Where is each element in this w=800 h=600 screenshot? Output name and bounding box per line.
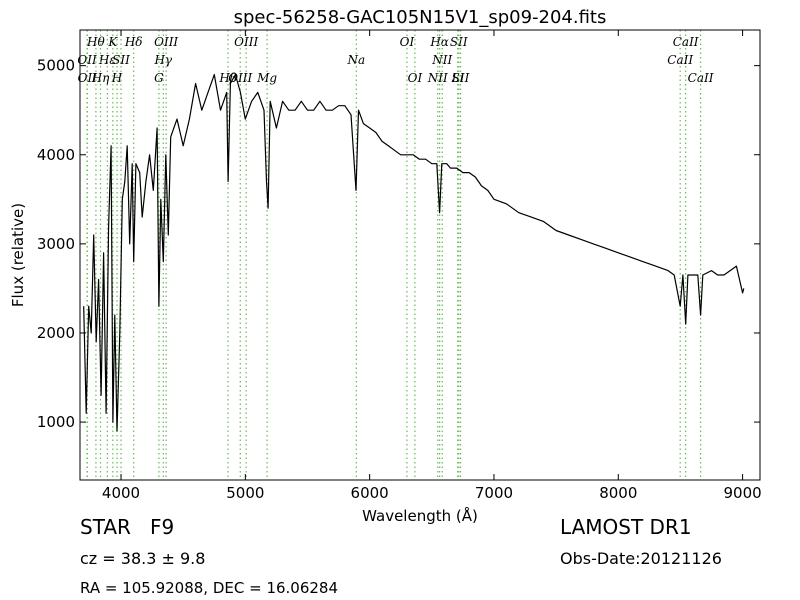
spectral-line-label: OII	[78, 71, 98, 85]
y-tick-label: 4000	[37, 146, 75, 164]
x-tick-label: 7000	[475, 484, 513, 502]
spectral-line-label: Li	[451, 71, 464, 85]
y-tick-label: 5000	[37, 57, 75, 75]
spectral-line-label: CaII	[688, 71, 714, 85]
spectral-line-label: NII	[431, 53, 452, 67]
object-class: STAR F9	[80, 515, 174, 539]
plot-frame	[79, 29, 761, 481]
spectral-line-label: Hγ	[153, 53, 172, 67]
x-tick-label: 8000	[599, 484, 637, 502]
spectral-line-label: K	[107, 35, 118, 49]
x-tick-label: 9000	[724, 484, 762, 502]
spectrum-line	[83, 74, 745, 432]
spectral-line-label: SII	[450, 35, 468, 49]
coordinates: RA = 105.92088, DEC = 16.06284	[80, 579, 338, 597]
obs-date: Obs-Date:20121126	[560, 549, 722, 568]
spectral-line-label: CaII	[667, 53, 693, 67]
x-tick-label: 4000	[102, 484, 140, 502]
y-tick-label: 3000	[37, 235, 75, 253]
spectral-line-label: OI	[408, 71, 423, 85]
spectral-line-label: OIII	[234, 35, 258, 49]
spectral-line-label: OI	[400, 35, 415, 49]
x-axis-label: Wavelength (Å)	[362, 506, 478, 525]
chart-title: spec-56258-GAC105N15V1_sp09-204.fits	[234, 7, 607, 28]
spectral-line-label: OIII	[154, 35, 178, 49]
x-tick-label: 5000	[226, 484, 264, 502]
spectral-line-label: Hδ	[124, 35, 143, 49]
x-tick-label: 6000	[351, 484, 389, 502]
spectral-line-label: Hη	[91, 71, 110, 85]
spectral-line-label: Hε	[98, 53, 116, 67]
spectral-line-label: OIII	[228, 71, 252, 85]
y-axis-label: Flux (relative)	[9, 203, 27, 307]
y-tick-label: 2000	[37, 324, 75, 342]
spectral-line-label: G	[154, 71, 164, 85]
spectral-line-label: SII	[452, 71, 470, 85]
spectral-line-label: OII	[77, 53, 97, 67]
y-tick-label: 1000	[37, 413, 75, 431]
spectral-line-label: Mg	[256, 71, 277, 85]
spectral-line-label: NII	[427, 71, 448, 85]
spectral-line-label: SII	[112, 53, 130, 67]
spectral-line-label: CaII	[673, 35, 699, 49]
spectral-line-label: Hθ	[86, 35, 105, 49]
survey: LAMOST DR1	[560, 515, 692, 539]
spectral-line-label: H	[111, 71, 123, 85]
spectral-line-label: Hα	[429, 35, 449, 49]
redshift: cz = 38.3 ± 9.8	[80, 549, 205, 568]
spectral-line-label: Na	[347, 53, 366, 67]
